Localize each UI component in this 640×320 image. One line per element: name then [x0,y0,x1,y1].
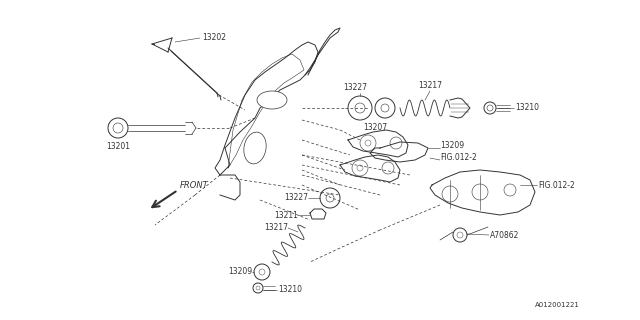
Text: 13217: 13217 [418,81,442,90]
Text: 13210: 13210 [515,103,539,113]
Text: 13209: 13209 [440,140,464,149]
Text: A70862: A70862 [490,230,520,239]
Text: FIG.012-2: FIG.012-2 [538,180,575,189]
Text: A012001221: A012001221 [535,302,580,308]
Text: FRONT: FRONT [180,181,209,190]
Text: 13211: 13211 [274,211,298,220]
Text: 13217: 13217 [264,223,288,233]
Ellipse shape [257,91,287,109]
Ellipse shape [244,132,266,164]
Text: 13209: 13209 [228,268,252,276]
Text: 13201: 13201 [106,142,130,151]
Text: FIG.012-2: FIG.012-2 [440,154,477,163]
Text: 13210: 13210 [278,285,302,294]
Text: 13207: 13207 [363,123,387,132]
Text: 13202: 13202 [202,34,226,43]
Text: 13227: 13227 [284,194,308,203]
Text: 13227: 13227 [343,83,367,92]
